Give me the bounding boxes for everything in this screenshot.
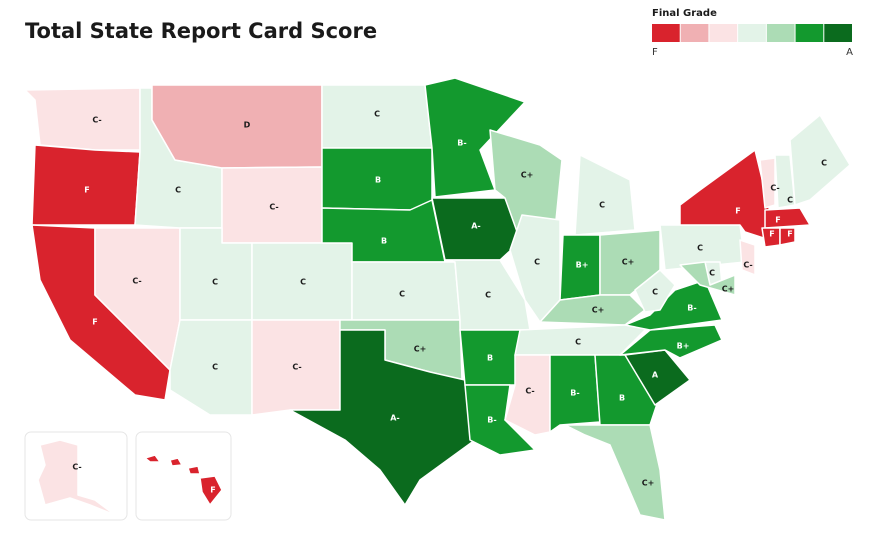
- legend-swatch: [766, 24, 795, 42]
- state-grade: C: [485, 291, 491, 300]
- state-shape: [144, 454, 223, 506]
- state-grade: C+: [642, 479, 655, 488]
- state-shape: [289, 329, 476, 506]
- state-grade: F: [84, 186, 89, 195]
- states: [24, 77, 851, 521]
- state-shape: [759, 157, 776, 209]
- state-grade: C: [821, 159, 827, 168]
- state-grade: C: [175, 186, 181, 195]
- state-shape: [351, 261, 461, 321]
- legend-high-label: A: [846, 47, 853, 58]
- state-shape: [574, 154, 636, 236]
- state-grade: C: [300, 278, 306, 287]
- state-shape: [24, 87, 141, 151]
- legend: [652, 24, 852, 42]
- state-shape: [764, 207, 811, 229]
- state-grade: F: [92, 318, 97, 327]
- state-grade: C-: [525, 387, 534, 396]
- state-grade: F: [210, 486, 215, 495]
- state-grade: C-: [743, 261, 752, 270]
- legend-swatch: [738, 24, 766, 42]
- state-shape: [169, 319, 253, 416]
- alaska-inset: [24, 431, 128, 521]
- state-grade: B: [619, 394, 625, 403]
- state-grade: C+: [622, 258, 635, 267]
- hawaii-inset: [135, 431, 232, 521]
- state-grade: C-: [292, 363, 301, 372]
- legend-swatch: [795, 24, 824, 42]
- state-grade: C: [599, 201, 605, 210]
- state-grade: F: [787, 230, 792, 239]
- state-shape: [634, 269, 676, 313]
- page-title: Total State Report Card Score: [25, 19, 377, 43]
- state-shape: [564, 424, 666, 521]
- state-grade: C: [399, 290, 405, 299]
- state-grade: C-: [770, 184, 779, 193]
- state-grade: B-: [457, 139, 466, 148]
- state-grade: A-: [471, 222, 481, 231]
- state-grade: B: [487, 354, 493, 363]
- legend-title: Final Grade: [652, 8, 717, 19]
- legend-swatch: [652, 24, 680, 42]
- state-grade: C: [374, 110, 380, 119]
- state-shape: [549, 354, 601, 433]
- state-grade: A-: [390, 414, 400, 423]
- state-grade: C-: [269, 203, 278, 212]
- state-grade: C+: [414, 345, 427, 354]
- state-shape: [464, 384, 536, 456]
- state-grade: C: [575, 338, 581, 347]
- legend-swatch: [709, 24, 738, 42]
- state-grade: B+: [677, 342, 690, 351]
- state-grade: B-: [570, 389, 579, 398]
- state-grade: C: [534, 258, 540, 267]
- state-grade: B: [375, 176, 381, 185]
- state-grade: B-: [487, 416, 496, 425]
- state-shape: [151, 84, 323, 169]
- state-grade: C: [212, 363, 218, 372]
- state-grade: C+: [592, 306, 605, 315]
- state-grade: F: [769, 230, 774, 239]
- state-grade: C-: [132, 277, 141, 286]
- legend-swatch: [824, 24, 852, 42]
- state-grade: B+: [576, 261, 589, 270]
- state-shape: [779, 227, 796, 246]
- state-shape: [424, 77, 526, 198]
- state-grade: D: [244, 121, 251, 130]
- state-shape: [679, 261, 736, 296]
- state-grade: C-: [72, 463, 81, 472]
- legend-low-label: F: [652, 47, 658, 58]
- state-grade: C-: [92, 116, 101, 125]
- state-grade: C: [787, 196, 793, 205]
- state-grade: F: [735, 207, 740, 216]
- state-grade: C: [652, 288, 658, 297]
- state-grade: A: [652, 371, 659, 380]
- state-shape: [37, 439, 116, 516]
- state-grade: C: [709, 269, 715, 278]
- state-shape: [514, 324, 651, 356]
- state-grade: F: [775, 216, 780, 225]
- legend-swatch: [680, 24, 709, 42]
- state-grade: C+: [521, 171, 534, 180]
- state-grade: B-: [687, 304, 696, 313]
- state-grade: B: [381, 237, 387, 246]
- state-grade: C: [697, 244, 703, 253]
- state-grade: C+: [722, 285, 735, 294]
- state-shape: [789, 114, 851, 206]
- state-shape: [739, 239, 756, 276]
- state-grade: C: [212, 278, 218, 287]
